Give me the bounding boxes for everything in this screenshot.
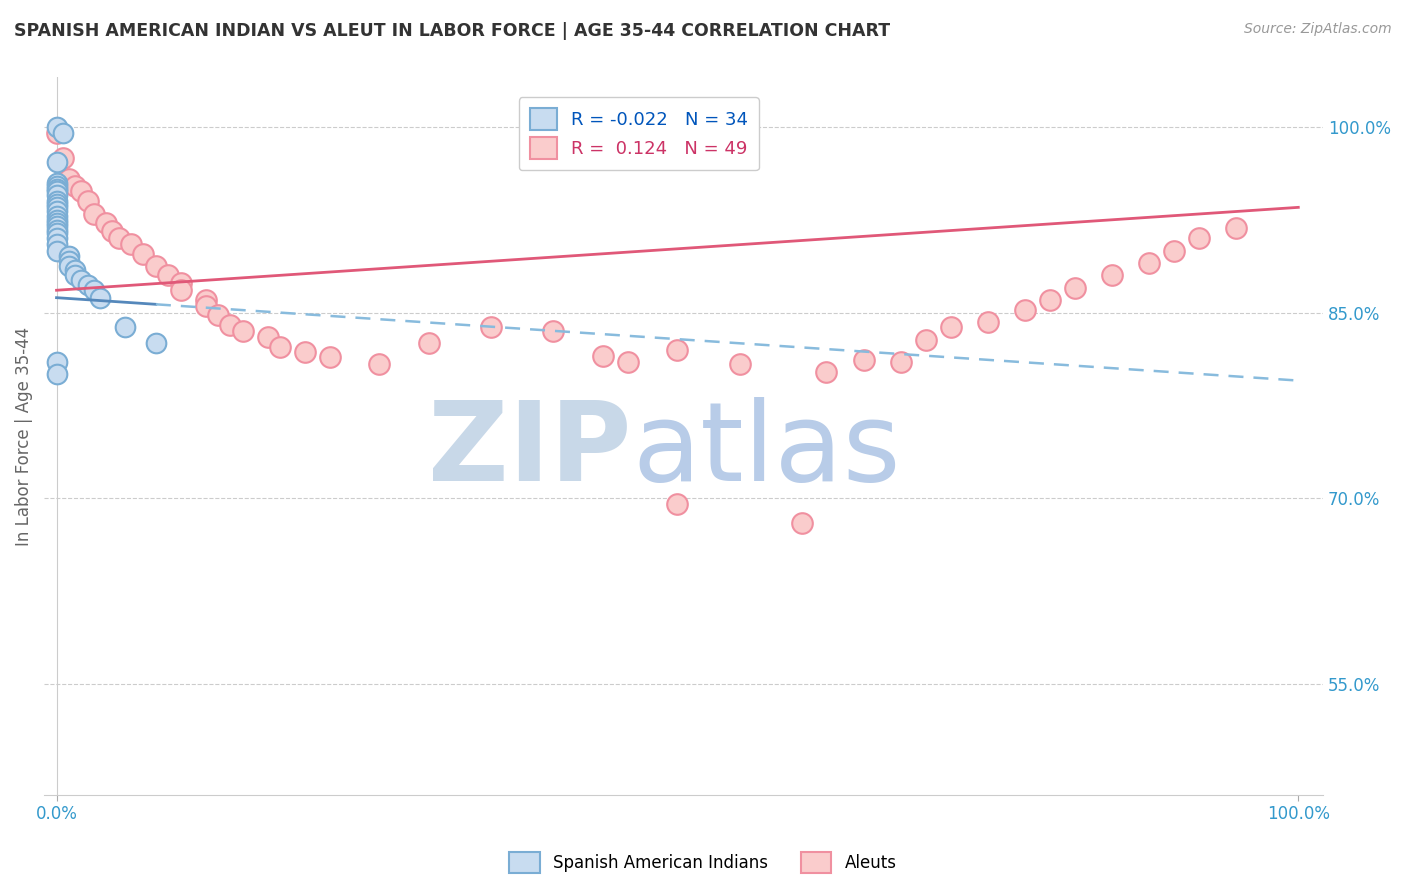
Point [58, 172, 80, 186]
Point [256, 330, 278, 344]
Legend: Spanish American Indians, Aleuts: Spanish American Indians, Aleuts [503, 846, 903, 880]
Point [132, 247, 155, 261]
Point [479, 320, 502, 334]
Point [76, 194, 98, 209]
Point [45, 120, 67, 134]
Point [914, 333, 936, 347]
Point [616, 355, 638, 369]
Point [269, 340, 291, 354]
Point [977, 315, 1000, 329]
Point [45, 179, 67, 194]
Point [58, 259, 80, 273]
Point [45, 196, 67, 211]
Point [815, 365, 838, 379]
Point [70, 184, 93, 198]
Point [939, 320, 962, 334]
Point [45, 368, 67, 382]
Point [45, 154, 67, 169]
Point [45, 176, 67, 190]
Point [45, 200, 67, 214]
Point [1039, 293, 1062, 307]
Point [1063, 281, 1085, 295]
Point [790, 516, 813, 530]
Point [592, 349, 614, 363]
Point [45, 355, 67, 369]
Point [1188, 231, 1211, 245]
Point [45, 184, 67, 198]
Y-axis label: In Labor Force | Age 35-44: In Labor Force | Age 35-44 [15, 326, 32, 546]
Legend: R = -0.022   N = 34, R =  0.124   N = 49: R = -0.022 N = 34, R = 0.124 N = 49 [519, 97, 759, 170]
Point [541, 324, 564, 338]
Point [368, 358, 391, 372]
Text: Source: ZipAtlas.com: Source: ZipAtlas.com [1244, 22, 1392, 37]
Point [52, 126, 75, 140]
Point [45, 231, 67, 245]
Text: ZIP: ZIP [429, 397, 631, 504]
Text: atlas: atlas [633, 397, 901, 504]
Point [1225, 221, 1247, 235]
Point [157, 268, 180, 283]
Point [852, 352, 875, 367]
Point [145, 259, 167, 273]
Point [418, 336, 440, 351]
Point [83, 206, 105, 220]
Point [194, 299, 217, 313]
Point [45, 126, 67, 140]
Point [45, 182, 67, 196]
Point [1101, 268, 1123, 283]
Point [194, 293, 217, 307]
Point [145, 336, 167, 351]
Point [76, 278, 98, 293]
Point [45, 244, 67, 258]
Point [89, 291, 111, 305]
Point [45, 194, 67, 209]
Point [1163, 244, 1185, 258]
Point [114, 320, 136, 334]
Point [45, 227, 67, 241]
Point [45, 216, 67, 230]
Point [728, 358, 751, 372]
Point [45, 237, 67, 252]
Text: SPANISH AMERICAN INDIAN VS ALEUT IN LABOR FORCE | AGE 35-44 CORRELATION CHART: SPANISH AMERICAN INDIAN VS ALEUT IN LABO… [14, 22, 890, 40]
Point [63, 179, 86, 194]
Point [666, 343, 689, 357]
Point [170, 283, 193, 297]
Point [101, 224, 124, 238]
Point [45, 212, 67, 227]
Point [666, 497, 689, 511]
Point [83, 283, 105, 297]
Point [52, 151, 75, 165]
Point [120, 237, 142, 252]
Point [45, 222, 67, 236]
Point [890, 355, 912, 369]
Point [45, 209, 67, 223]
Point [45, 188, 67, 202]
Point [232, 324, 254, 338]
Point [170, 276, 193, 290]
Point [1014, 303, 1036, 318]
Point [219, 318, 242, 332]
Point [45, 204, 67, 219]
Point [58, 253, 80, 268]
Point [70, 273, 93, 287]
Point [294, 345, 316, 359]
Point [107, 231, 129, 245]
Point [63, 268, 86, 283]
Point [96, 216, 118, 230]
Point [1137, 256, 1160, 270]
Point [207, 308, 229, 322]
Point [58, 249, 80, 263]
Point [319, 350, 342, 364]
Point [63, 263, 86, 277]
Point [45, 219, 67, 233]
